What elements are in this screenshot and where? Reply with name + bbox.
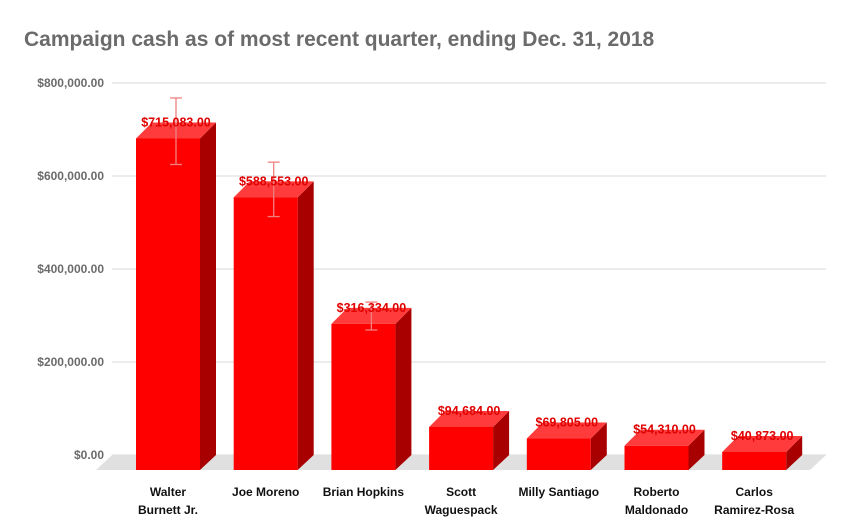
x-tick-label: Scott bbox=[446, 485, 476, 499]
y-tick-label: $200,000.00 bbox=[37, 355, 104, 369]
bar-side bbox=[297, 181, 314, 470]
bar bbox=[233, 197, 298, 470]
gridlines bbox=[112, 82, 826, 456]
y-tick-label: $600,000.00 bbox=[37, 169, 104, 183]
data-label: $40,873.00 bbox=[731, 429, 794, 443]
x-tick-label: Brian Hopkins bbox=[323, 485, 405, 499]
bar-side bbox=[493, 410, 510, 470]
data-label: $94,684.00 bbox=[438, 404, 501, 418]
x-tick-label: Roberto bbox=[634, 485, 680, 499]
y-tick-label: $800,000.00 bbox=[37, 76, 104, 90]
bar-top bbox=[429, 410, 510, 427]
x-tick-label: Milly Santiago bbox=[518, 485, 599, 499]
bar bbox=[624, 445, 689, 470]
data-label: $69,805.00 bbox=[536, 416, 599, 430]
bar-top bbox=[722, 435, 803, 452]
x-tick-label: Joe Moreno bbox=[232, 485, 299, 499]
chart-title: Campaign cash as of most recent quarter,… bbox=[24, 28, 655, 51]
error-bars bbox=[170, 97, 378, 331]
y-tick-label: $400,000.00 bbox=[37, 262, 104, 276]
data-label: $316,334.00 bbox=[337, 301, 407, 315]
x-tick-label: Ramirez-Rosa bbox=[714, 503, 794, 517]
bar-top bbox=[526, 422, 607, 439]
bar bbox=[722, 451, 787, 470]
x-tick-label: Waguespack bbox=[425, 503, 498, 517]
y-axis: $0.00 $200,000.00 $400,000.00 $600,000.00 $8… bbox=[37, 76, 104, 462]
y-tick-label: $0.00 bbox=[74, 448, 104, 462]
data-label: $588,553.00 bbox=[239, 174, 309, 188]
bar-side bbox=[786, 435, 803, 470]
x-tick-label: Maldonado bbox=[625, 503, 688, 517]
bar-side bbox=[590, 422, 607, 470]
bar-side bbox=[395, 307, 412, 470]
bar-top bbox=[624, 429, 705, 446]
x-tick-label: Walter bbox=[150, 485, 187, 499]
bar bbox=[331, 323, 396, 470]
data-label: $54,310.00 bbox=[633, 423, 696, 437]
x-tick-label: Burnett Jr. bbox=[138, 503, 198, 517]
bar bbox=[526, 438, 591, 470]
bar-side bbox=[688, 429, 705, 470]
bar bbox=[429, 426, 494, 470]
data-labels: $715,083.00 $588,553.00 $316,334.00 $94,684… bbox=[141, 115, 793, 443]
bar bbox=[136, 138, 200, 471]
bar-side bbox=[200, 122, 216, 471]
x-tick-label: Carlos bbox=[736, 485, 774, 499]
x-axis: Walter Burnett Jr. Joe Moreno Brian Hopkins… bbox=[138, 485, 795, 517]
data-label: $715,083.00 bbox=[141, 115, 211, 129]
